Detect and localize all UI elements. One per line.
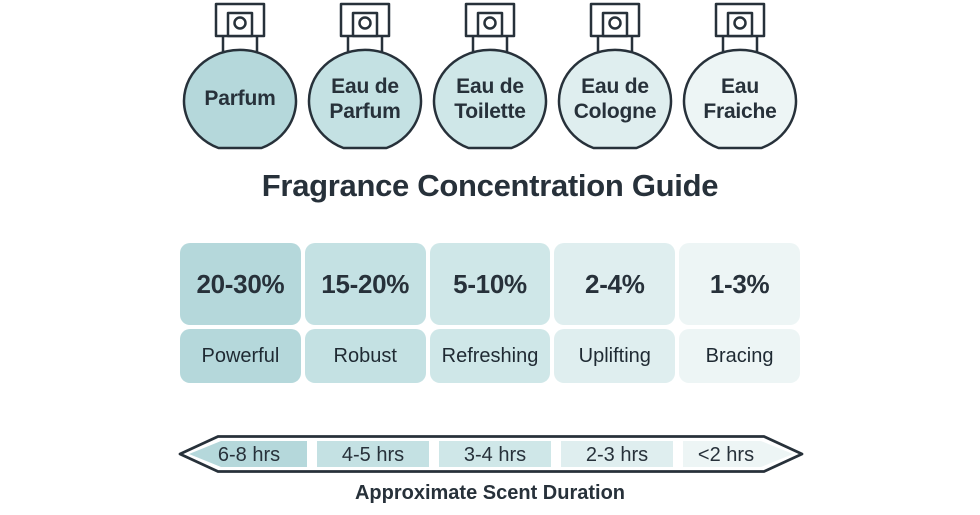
duration-segment: [561, 441, 673, 467]
column-eau-de-cologne: 2-4% Uplifting: [554, 243, 676, 383]
bottle-body: [557, 48, 673, 150]
bottles-row: Parfum Eau de Parfum Eau de Toilette: [180, 0, 800, 152]
column-eau-de-parfum: 15-20% Robust: [304, 243, 426, 383]
bottle-label: Eau de Cologne: [573, 74, 657, 123]
concentration-cell: 5-10%: [429, 243, 551, 325]
column-parfum: 20-30% Powerful: [180, 243, 301, 383]
perfume-bottle-icon: [682, 2, 798, 150]
bottle-eau-de-toilette: Eau de Toilette: [430, 0, 550, 150]
bottle-eau-de-cologne: Eau de Cologne: [555, 0, 675, 150]
bottle-label: Eau de Toilette: [454, 74, 526, 123]
character-cell: Powerful: [180, 329, 301, 383]
duration-segment: [189, 441, 307, 467]
perfume-bottle-icon: [432, 2, 548, 150]
page-title: Fragrance Concentration Guide: [261, 168, 719, 203]
column-eau-fraiche: 1-3% Bracing: [679, 243, 800, 383]
column-eau-de-toilette: 5-10% Refreshing: [429, 243, 551, 383]
character-value: Robust: [333, 344, 397, 367]
concentration-value: 2-4%: [585, 268, 645, 299]
perfume-bottle-icon: [557, 2, 673, 150]
perfume-bottle-icon: [307, 2, 423, 150]
concentration-value: 15-20%: [321, 268, 410, 299]
duration-label: 4-5 hrs: [342, 444, 404, 466]
character-cell: Refreshing: [429, 329, 551, 383]
bottle-parfum: Parfum: [180, 0, 300, 150]
concentration-cell: 20-30%: [180, 243, 301, 325]
bottle-body: [432, 48, 548, 150]
character-value: Uplifting: [578, 344, 651, 367]
duration-segment: [683, 441, 793, 467]
concentration-value: 20-30%: [196, 268, 285, 299]
character-cell: Robust: [304, 329, 426, 383]
duration-segment: [317, 441, 429, 467]
duration-label: <2 hrs: [698, 444, 754, 466]
concentration-cell: 2-4%: [554, 243, 676, 325]
character-value: Powerful: [201, 344, 280, 367]
character-value: Refreshing: [441, 344, 539, 367]
concentration-table: 20-30% Powerful 15-20% Robust 5-10% Refr…: [180, 243, 800, 383]
concentration-value: 5-10%: [453, 268, 527, 299]
concentration-cell: 15-20%: [304, 243, 426, 325]
character-value: Bracing: [705, 344, 774, 367]
bottle-body: [182, 48, 298, 150]
duration-caption: Approximate Scent Duration: [354, 482, 626, 504]
duration-label: 3-4 hrs: [464, 444, 526, 466]
bottle-label: Eau de Parfum: [329, 74, 401, 123]
bottle-body: [307, 48, 423, 150]
duration-label: 2-3 hrs: [586, 444, 648, 466]
character-cell: Uplifting: [554, 329, 676, 383]
bottle-eau-fraiche: Eau Fraiche: [680, 0, 800, 150]
concentration-value: 1-3%: [709, 268, 770, 299]
concentration-cell: 1-3%: [679, 243, 800, 325]
duration-arrow: 6-8 hrs 4-5 hrs 3-4 hrs 2-3 hrs <2 hrs: [177, 433, 805, 475]
bottle-label: Parfum: [204, 87, 276, 111]
duration-arrow-icon: 6-8 hrs 4-5 hrs 3-4 hrs 2-3 hrs <2 hrs: [178, 435, 804, 473]
duration-segment: [439, 441, 551, 467]
character-cell: Bracing: [679, 329, 800, 383]
bottle-eau-de-parfum: Eau de Parfum: [305, 0, 425, 150]
perfume-bottle-icon: [182, 2, 298, 150]
bottle-label: Eau Fraiche: [703, 74, 777, 123]
duration-label: 6-8 hrs: [218, 444, 280, 466]
bottle-body: [682, 48, 798, 150]
